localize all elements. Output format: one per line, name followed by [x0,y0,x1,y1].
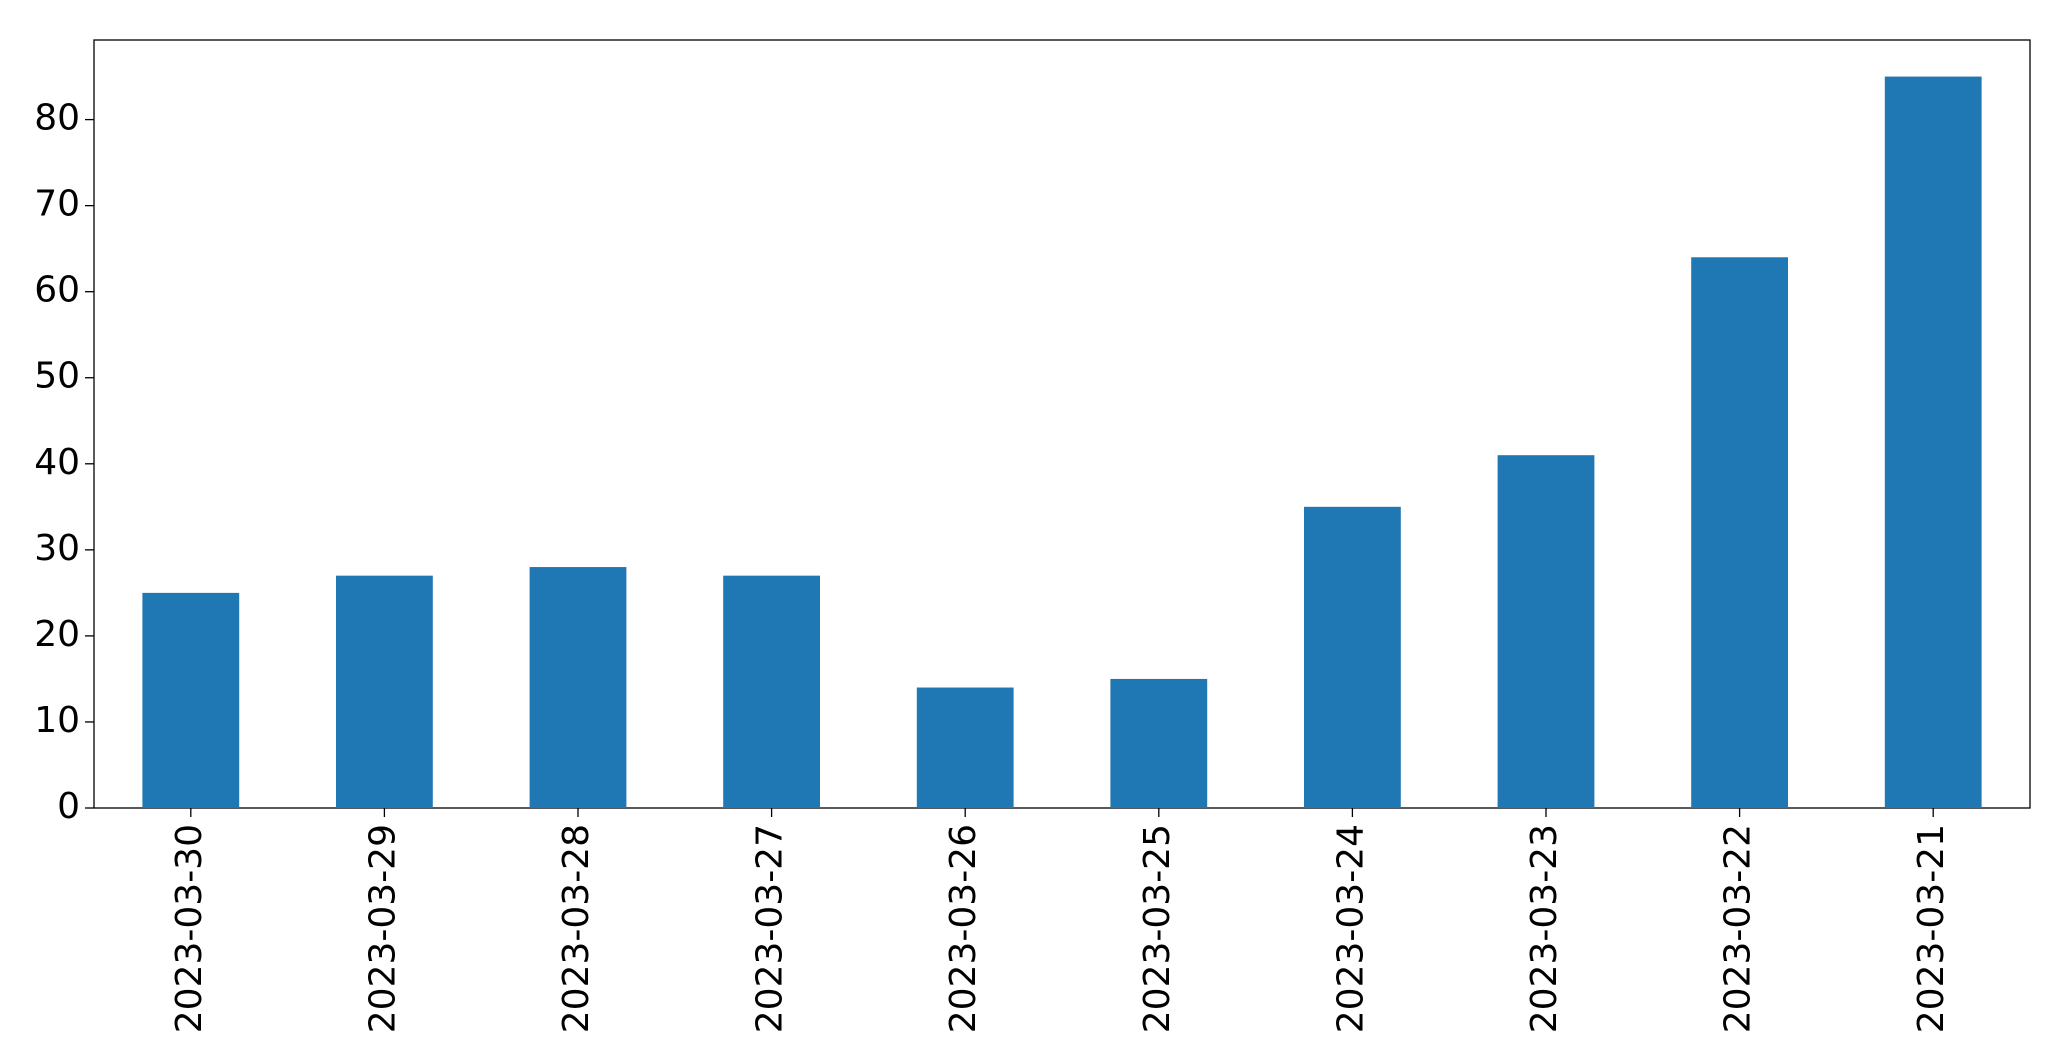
x-tick-label: 2023-03-26 [943,824,984,1033]
bar [142,592,240,808]
bar [916,687,1014,808]
bar [723,575,820,808]
x-tick-label: 2023-03-30 [169,824,210,1033]
x-tick-label: 2023-03-28 [556,824,597,1033]
y-tick-label: 10 [34,700,80,741]
x-tick-label: 2023-03-23 [1524,824,1565,1033]
x-tick-label: 2023-03-25 [1137,824,1178,1033]
y-tick-label: 0 [57,786,80,827]
x-tick-label: 2023-03-24 [1330,824,1371,1033]
bar [336,575,433,808]
x-tick-label: 2023-03-29 [362,824,403,1033]
bar [1884,76,1982,809]
bar [1110,678,1208,808]
bar [1304,506,1401,808]
y-tick-label: 40 [34,442,80,483]
x-tick-label: 2023-03-27 [750,824,791,1033]
bar [529,567,627,808]
bar [1691,257,1788,808]
x-tick-label: 2023-03-22 [1718,824,1759,1033]
y-tick-label: 80 [34,98,80,139]
y-tick-label: 30 [34,528,80,569]
y-tick-label: 20 [34,614,80,655]
plot-frame [93,39,2031,809]
y-tick-label: 70 [34,184,80,225]
y-tick-label: 50 [34,356,80,397]
x-tick-label: 2023-03-21 [1911,824,1952,1033]
y-tick-label: 60 [34,270,80,311]
bar [1497,455,1595,808]
